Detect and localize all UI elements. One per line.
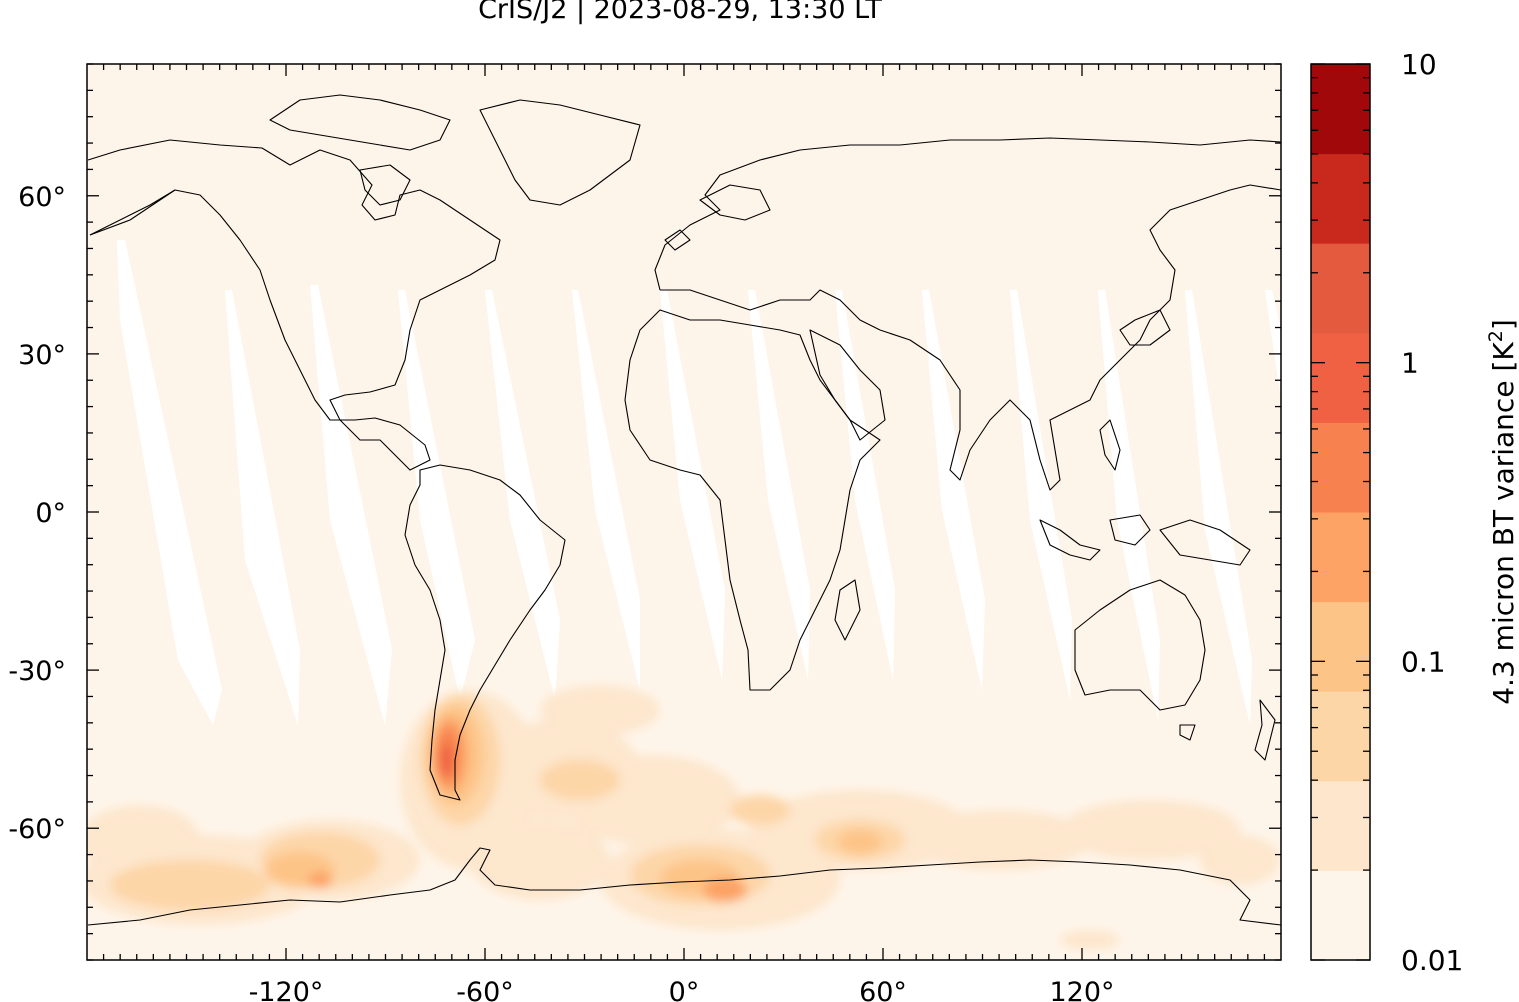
y-tick-label: 60° [18,182,66,213]
colorbar-ticks [1311,63,1370,961]
colorbar-tick-label: 0.01 [1401,944,1463,977]
colorbar-band [1311,691,1370,782]
colorbar-title-text: 4.3 micron BT variance [K [1487,342,1519,705]
map-minor-ticks [87,63,1281,961]
colorbar-band [1311,780,1370,871]
y-tick-label: -30° [8,656,66,687]
y-tick-label: 30° [18,340,66,371]
y-tick-label: 0° [35,498,66,529]
map-panel: -120° -60° 0° 60° 120° 60° 30° 0° -30° -… [8,63,1282,1002]
colorbar-band [1311,64,1370,155]
colorbar: 10 1 0.1 0.01 4.3 micron BT variance [K2… [1310,48,1519,977]
colorbar-band [1311,422,1370,513]
colorbar-band [1311,243,1370,334]
colorbar-band [1311,601,1370,692]
colorbar-band [1311,512,1370,603]
x-tick-label: 60° [859,977,907,1002]
colorbar-title-close: ] [1487,319,1519,330]
map-title: CrIS/J2 | 2023-08-29, 13:30 LT [478,0,882,25]
x-tick-label: -60° [456,977,514,1002]
colorbar-title: 4.3 micron BT variance [K2] [1485,319,1519,705]
colorbar-frame [1310,63,1371,961]
colorbar-tick-label: 1 [1401,347,1419,380]
colorbar-tick-labels: 10 1 0.1 0.01 [1401,48,1463,977]
x-tick-label: 120° [1049,977,1114,1002]
colorbar-bands [1311,64,1370,961]
colorbar-band [1311,870,1370,961]
colorbar-band [1311,153,1370,244]
colorbar-tick-label: 0.1 [1401,645,1446,678]
x-tick-label: 0° [669,977,700,1002]
coastlines [87,94,1281,926]
y-axis-labels: 60° 30° 0° -30° -60° [8,182,66,845]
colorbar-title-sup: 2 [1485,330,1507,342]
x-tick-label: -120° [249,977,324,1002]
x-axis-labels: -120° -60° 0° 60° 120° [249,977,1115,1002]
y-tick-label: -60° [8,814,66,845]
colorbar-band [1311,332,1370,423]
swath-gaps [117,240,1281,725]
map-major-ticks [87,64,1281,960]
colorbar-tick-label: 10 [1401,48,1437,81]
